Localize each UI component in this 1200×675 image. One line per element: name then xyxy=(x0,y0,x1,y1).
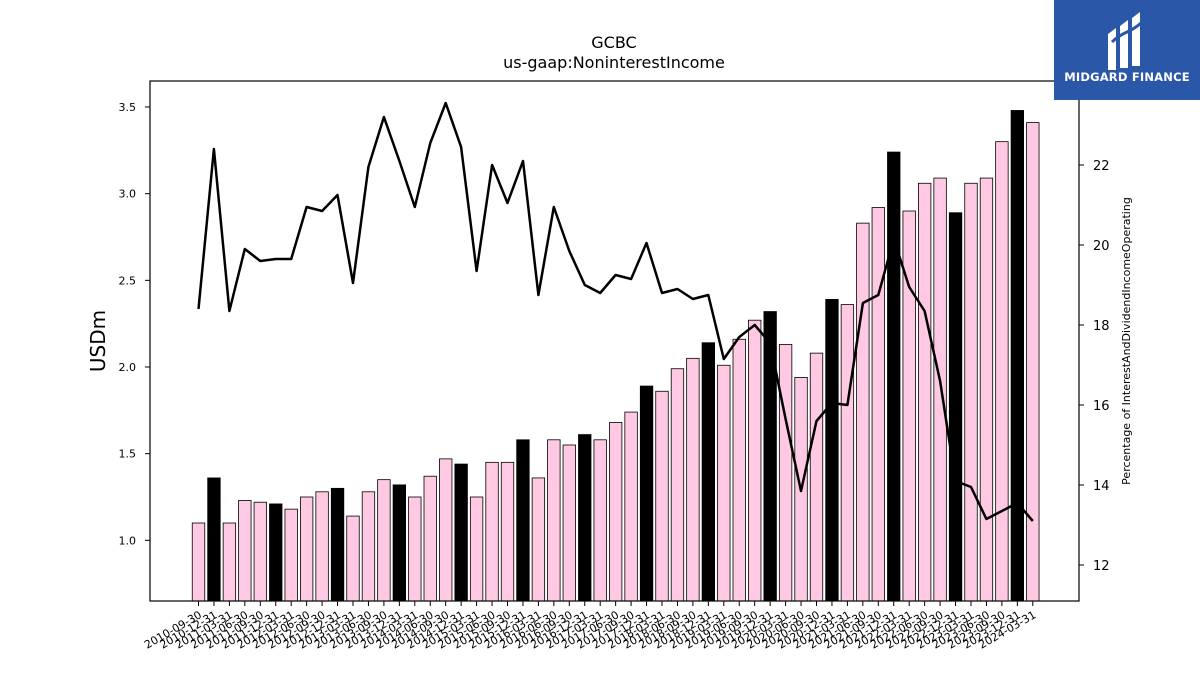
bar xyxy=(578,434,592,602)
bar xyxy=(701,342,715,602)
line-path xyxy=(197,101,1034,522)
bar xyxy=(439,458,453,602)
bar xyxy=(469,496,484,602)
bar xyxy=(809,352,824,602)
x-axis: 2010-09-302010-12-312011-03-312011-06-30… xyxy=(142,601,1038,652)
bar xyxy=(964,182,978,602)
bar xyxy=(361,491,376,602)
bar xyxy=(1010,110,1024,602)
bar xyxy=(500,461,515,602)
bar xyxy=(253,501,267,602)
bar xyxy=(732,338,746,602)
bar xyxy=(948,212,963,602)
bar xyxy=(346,515,360,602)
bar xyxy=(222,522,237,602)
logo: MIDGARD FINANCE xyxy=(1054,0,1200,100)
bar xyxy=(531,477,546,602)
bar xyxy=(887,151,901,602)
bar xyxy=(717,364,731,602)
bar xyxy=(871,207,885,602)
y-axis-left: 1.0 1.5 2.0 2.5 3.0 3.5 xyxy=(119,101,150,547)
bar xyxy=(655,390,669,602)
bar-series xyxy=(191,110,1040,602)
y-tick-label: 3.0 xyxy=(119,188,137,201)
bar xyxy=(624,411,638,602)
y2-tick-label: 22 xyxy=(1093,159,1110,174)
y-axis-left-label: USDm xyxy=(86,310,110,372)
chart-title: GCBC xyxy=(591,33,636,52)
bar xyxy=(856,222,870,602)
bar xyxy=(995,141,1009,602)
y2-tick-label: 12 xyxy=(1093,559,1110,574)
logo-brand-text: MIDGARD FINANCE xyxy=(1064,70,1190,84)
bar xyxy=(918,182,932,602)
y-tick-label: 2.0 xyxy=(119,361,137,374)
y2-tick-label: 14 xyxy=(1093,479,1110,494)
y-tick-label: 2.5 xyxy=(119,274,137,287)
y2-tick-label: 18 xyxy=(1093,319,1110,334)
bar xyxy=(516,439,530,602)
bar xyxy=(562,444,576,602)
bar xyxy=(485,461,499,602)
y2-tick-label: 16 xyxy=(1093,399,1110,414)
bar xyxy=(269,503,283,602)
bar xyxy=(778,344,793,602)
bar xyxy=(979,177,994,602)
bar xyxy=(423,475,437,602)
bar xyxy=(840,304,855,602)
bar xyxy=(238,500,252,602)
plot-frame xyxy=(149,80,1080,602)
bar xyxy=(763,311,777,602)
y-axis-right-label: Percentage of InterestAndDividendIncomeO… xyxy=(1120,197,1133,485)
bar xyxy=(408,496,422,602)
bar xyxy=(377,479,391,602)
y-tick-label: 3.5 xyxy=(119,101,137,114)
bar xyxy=(315,491,329,602)
line-series xyxy=(197,101,1034,522)
bar xyxy=(748,319,762,602)
bar xyxy=(284,508,298,602)
bar xyxy=(933,177,947,602)
y2-tick-label: 20 xyxy=(1093,239,1110,254)
bar xyxy=(207,477,221,602)
y-axis-right: 12 14 16 18 20 22 xyxy=(1079,159,1110,574)
y-tick-label: 1.0 xyxy=(119,534,137,547)
bar xyxy=(593,439,607,602)
bar xyxy=(1026,122,1040,602)
midgard-logo-icon xyxy=(1108,12,1144,70)
bar xyxy=(547,439,561,602)
bar xyxy=(191,522,206,602)
y-tick-label: 1.5 xyxy=(119,448,137,461)
bar xyxy=(670,368,685,602)
bar xyxy=(299,496,314,602)
bar xyxy=(686,357,700,602)
bar xyxy=(639,385,654,602)
bar xyxy=(454,463,468,602)
chart-subtitle: us-gaap:NoninterestIncome xyxy=(503,53,725,72)
bar xyxy=(825,298,839,602)
bar xyxy=(609,422,623,602)
bar xyxy=(330,487,345,602)
bar xyxy=(392,484,407,602)
